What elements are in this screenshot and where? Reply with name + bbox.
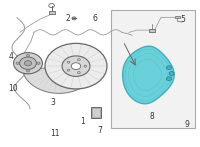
Circle shape xyxy=(77,59,80,61)
Bar xyxy=(49,11,55,14)
Bar xyxy=(92,108,100,117)
Text: 2: 2 xyxy=(66,14,70,23)
Text: 4: 4 xyxy=(9,52,13,61)
Circle shape xyxy=(24,61,32,66)
Circle shape xyxy=(14,53,42,74)
Circle shape xyxy=(45,43,107,89)
Text: 10: 10 xyxy=(8,84,18,93)
Text: 5: 5 xyxy=(181,15,185,24)
Text: 9: 9 xyxy=(185,120,189,129)
Circle shape xyxy=(37,62,40,64)
Text: 1: 1 xyxy=(81,117,85,126)
Text: 11: 11 xyxy=(50,128,60,138)
Circle shape xyxy=(67,69,70,71)
Text: 6: 6 xyxy=(93,14,97,23)
Circle shape xyxy=(166,77,172,81)
Text: 7: 7 xyxy=(98,126,102,135)
Circle shape xyxy=(26,70,30,72)
Bar xyxy=(111,10,195,128)
Bar xyxy=(91,107,101,118)
Polygon shape xyxy=(23,67,96,93)
Circle shape xyxy=(84,65,87,67)
Polygon shape xyxy=(123,46,174,104)
Circle shape xyxy=(169,72,174,75)
Bar xyxy=(149,29,155,32)
Text: 8: 8 xyxy=(150,112,154,121)
Circle shape xyxy=(26,54,30,57)
Text: 3: 3 xyxy=(51,98,55,107)
Circle shape xyxy=(71,63,81,70)
Circle shape xyxy=(67,61,70,63)
Bar xyxy=(175,16,180,18)
Circle shape xyxy=(62,56,90,76)
Circle shape xyxy=(16,62,19,64)
Circle shape xyxy=(166,66,172,70)
Circle shape xyxy=(72,17,76,20)
Circle shape xyxy=(77,72,80,74)
Circle shape xyxy=(20,57,36,69)
